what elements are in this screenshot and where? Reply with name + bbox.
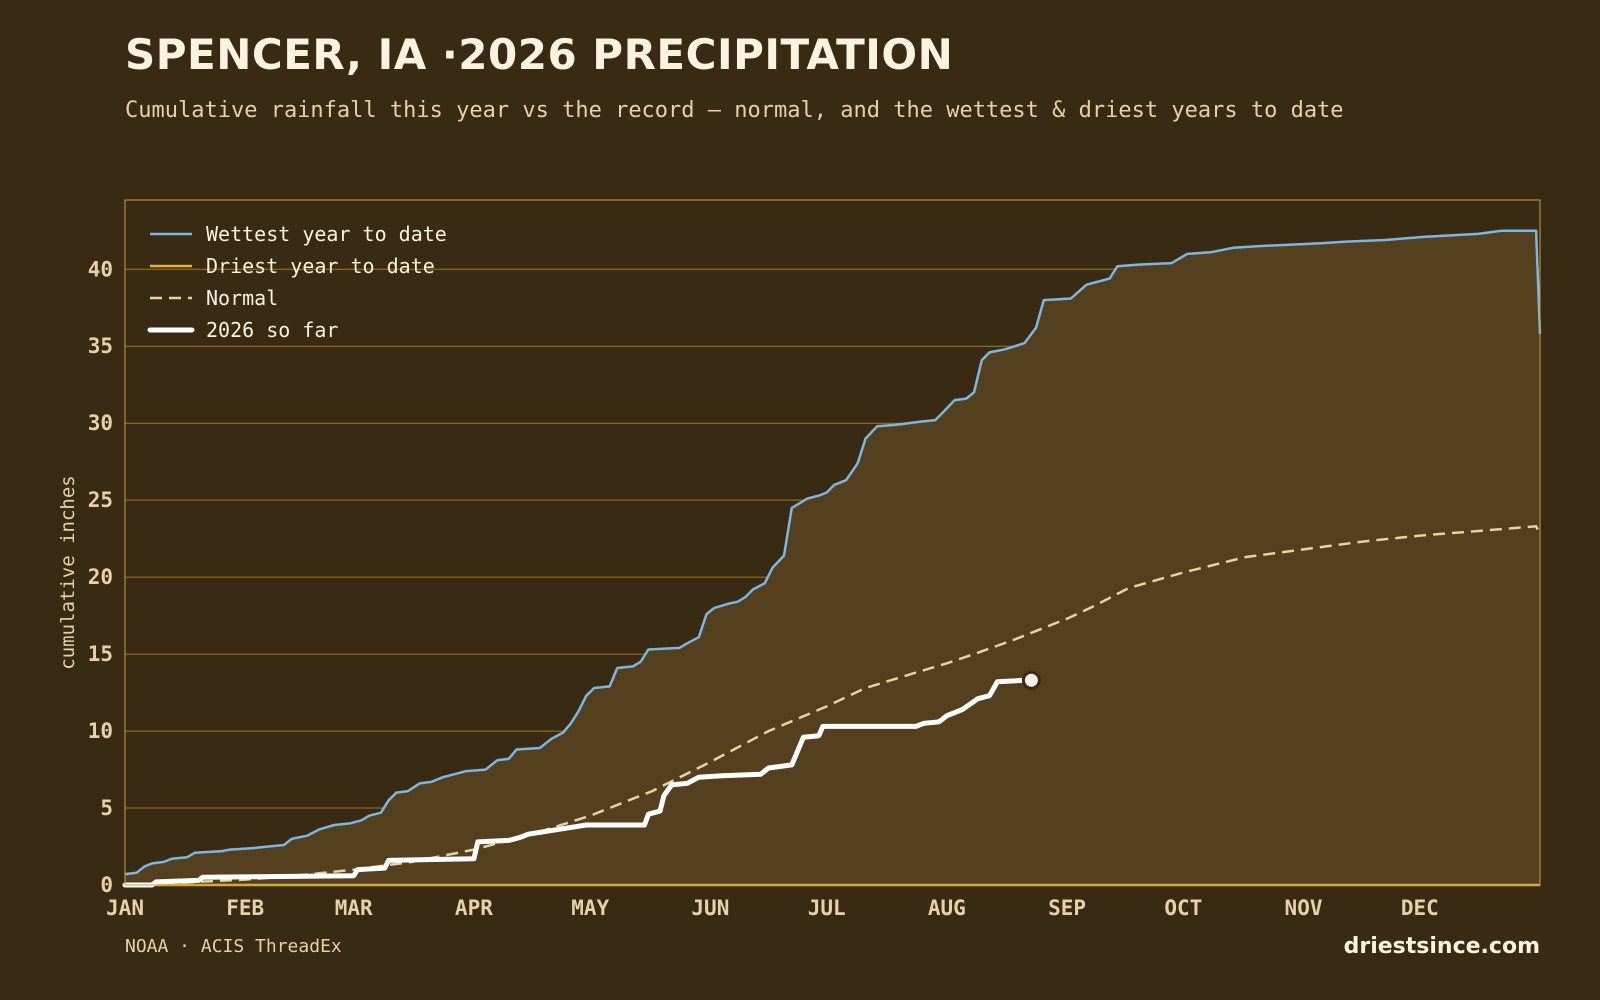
- y-tick-label: 35: [88, 334, 113, 358]
- chart-title: SPENCER, IA ·2026 PRECIPITATION: [125, 30, 954, 79]
- x-tick-label-apr: APR: [455, 896, 493, 920]
- legend-label: Wettest year to date: [206, 222, 447, 246]
- x-tick-label-jul: JUL: [808, 896, 846, 920]
- axes: 0 5 10 15 20 25 30 35 40 JAN FEB MAR APR MAY JUN JUL AUG…: [57, 199, 1541, 920]
- y-tick-label: 25: [88, 488, 113, 512]
- band-fill: [125, 230, 1540, 886]
- y-tick-label: 30: [88, 411, 113, 435]
- legend-label: Normal: [206, 286, 278, 310]
- data-source: NOAA · ACIS ThreadEx: [125, 936, 342, 957]
- y-tick-label: 40: [88, 257, 113, 281]
- x-tick-label-sep: SEP: [1048, 896, 1086, 920]
- legend-label: 2026 so far: [206, 318, 338, 342]
- y-tick-label: 15: [88, 642, 113, 666]
- legend-label: Driest year to date: [206, 254, 435, 278]
- x-tick-label-may: MAY: [571, 896, 609, 920]
- y-tick-label: 10: [88, 719, 113, 743]
- series-normal-line: [124, 524, 1542, 887]
- legend: Wettest year to date Driest year to date N…: [147, 222, 447, 342]
- y-axis-label: cumulative inches: [57, 475, 79, 669]
- x-tick-label-nov: NOV: [1285, 896, 1323, 920]
- y-tick-label: 20: [88, 565, 113, 589]
- series-2026-line: [122, 677, 1027, 888]
- series-wettest-line: [124, 229, 1542, 876]
- wettest-driest-band: [125, 230, 1540, 886]
- series-2026-endpoint: [1021, 670, 1041, 690]
- plot-frame: [124, 199, 1541, 886]
- y-tick-label: 0: [100, 873, 113, 897]
- x-tick-label-jan: JAN: [106, 896, 144, 920]
- x-tick-label-oct: OCT: [1164, 896, 1202, 920]
- x-tick-label-mar: MAR: [335, 896, 373, 920]
- site-brand: driestsince.com: [1343, 934, 1540, 959]
- y-tick-label: 5: [100, 796, 113, 820]
- x-tick-label-aug: AUG: [928, 896, 966, 920]
- x-tick-label-jun: JUN: [691, 896, 729, 920]
- x-tick-label-feb: FEB: [226, 896, 264, 920]
- x-tick-label-dec: DEC: [1401, 896, 1439, 920]
- chart-subtitle: Cumulative rainfall this year vs the rec…: [125, 98, 1344, 123]
